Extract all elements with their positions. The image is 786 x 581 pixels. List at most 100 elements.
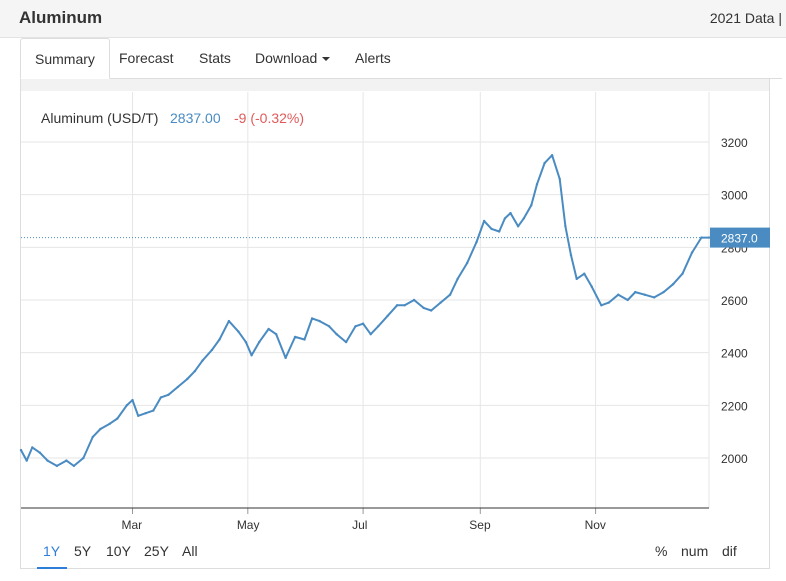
data-point [456,277,459,281]
x-tick-label: Sep [469,518,491,532]
series-line [20,154,709,467]
data-point [395,304,399,307]
last-value-badge [710,227,770,248]
data-point [653,296,656,299]
data-point [522,217,525,220]
tab-download-label: Download [255,50,318,66]
data-point [422,306,425,310]
data-point [403,304,406,307]
data-year-link[interactable]: 2021 Data | [709,10,782,26]
data-point [46,459,49,462]
tab-forecast-label: Forecast [119,50,174,66]
y-tick-label: 2200 [721,399,748,413]
data-point [671,283,675,286]
data-point [108,422,112,425]
data-point [144,412,147,415]
top-bar: Aluminum 2021 Data | [0,0,786,38]
tab-alerts[interactable]: Alerts [355,38,391,79]
data-point [662,290,665,294]
x-tick-label: Jul [352,518,367,532]
data-point [227,319,231,323]
data-point [210,348,214,352]
data-point [412,298,416,302]
data-point [465,261,469,265]
data-point [503,217,507,220]
data-point [690,251,694,254]
data-point [386,314,389,317]
data-point [193,369,197,373]
y-tick-label: 2400 [721,347,748,361]
data-point [344,340,348,344]
data-point [55,464,59,468]
data-point [607,301,610,304]
data-point [558,177,561,181]
data-point [237,330,240,333]
data-point [530,204,533,207]
range-1y-button[interactable]: 1Y [43,543,61,559]
x-tick-label: May [237,518,260,532]
data-point [439,301,442,304]
chart-top-strip [21,79,769,91]
data-point [550,154,554,157]
mode-num-button[interactable]: num [681,543,709,559]
data-point [38,451,42,454]
x-tick-label: Mar [122,518,143,532]
data-point [284,356,287,360]
data-point [99,427,102,431]
data-point [116,417,119,420]
data-point [137,414,140,417]
tab-bar: Summary Forecast Stats Download Alerts [20,38,782,79]
data-point [564,225,567,228]
data-point [600,304,603,307]
range-10y-button[interactable]: 10Y [106,543,131,559]
data-point [430,309,433,312]
data-point [569,254,573,257]
data-point [244,340,248,344]
data-point [327,325,331,328]
tab-summary[interactable]: Summary [20,38,110,79]
legend-current-value: 2837.00 [170,110,221,126]
mode-dif-button[interactable]: dif [722,543,737,559]
data-point [25,459,28,462]
data-point [490,227,493,231]
data-point [543,161,546,165]
data-point [509,211,512,215]
data-point [377,325,380,328]
data-point [218,338,221,341]
tab-stats[interactable]: Stats [199,38,231,79]
data-point [258,340,261,344]
data-point [275,333,278,336]
y-tick-label: 3200 [721,136,748,150]
data-point [700,236,703,239]
tab-alerts-label: Alerts [355,50,391,66]
data-point [354,325,357,328]
range-25y-button[interactable]: 25Y [144,543,169,559]
data-point [318,319,321,323]
y-tick-label: 2000 [721,452,748,466]
data-point [498,230,501,233]
data-point [482,219,486,223]
tab-summary-label: Summary [35,51,95,67]
tab-download[interactable]: Download [255,38,331,79]
data-point [65,459,68,462]
range-all-button[interactable]: All [182,543,198,559]
data-point [448,293,452,296]
mode-percent-button[interactable]: % [655,543,668,559]
caret-down-icon [322,57,331,62]
range-active-underline [37,567,67,569]
data-point [82,456,85,460]
data-point [186,377,189,381]
range-5y-button[interactable]: 5Y [74,543,92,559]
tab-forecast[interactable]: Forecast [119,38,173,79]
data-point [634,290,637,294]
x-tick-label: Nov [585,518,606,532]
data-point [201,359,204,362]
data-point [267,327,270,331]
data-point [361,322,365,325]
data-point [535,183,539,186]
data-point [250,354,253,357]
data-point [91,435,95,439]
data-point [583,272,586,275]
data-point [369,333,372,336]
